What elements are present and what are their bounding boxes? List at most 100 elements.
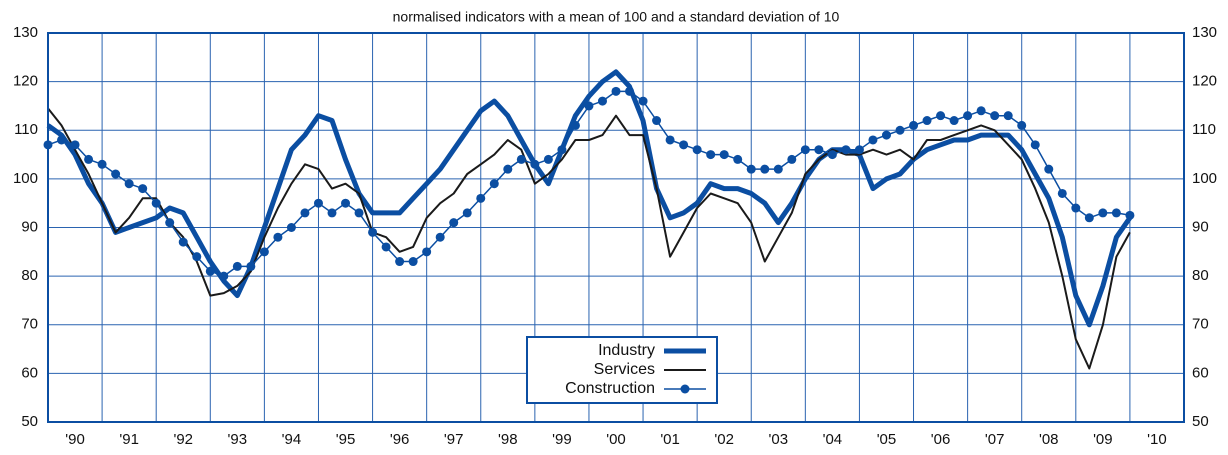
data-point <box>111 169 121 179</box>
x-tick-label: '01 <box>660 431 680 448</box>
x-tick-label: '05 <box>877 431 897 448</box>
data-point <box>706 150 716 160</box>
data-point <box>1057 188 1067 198</box>
data-point <box>422 247 432 257</box>
data-point <box>679 140 689 150</box>
data-point <box>841 145 851 155</box>
y-tick-label: 60 <box>21 364 38 381</box>
data-point <box>124 179 134 189</box>
data-point <box>368 227 378 237</box>
data-point <box>827 150 837 160</box>
data-point <box>625 86 635 96</box>
y2-tick-label: 50 <box>1192 413 1209 430</box>
plot-frame <box>47 32 1185 423</box>
data-point <box>963 111 973 121</box>
data-point <box>192 252 202 262</box>
data-point <box>949 116 959 126</box>
data-point <box>435 232 445 242</box>
y2-tick-label: 120 <box>1192 73 1217 90</box>
x-tick-label: '02 <box>714 431 734 448</box>
data-point <box>652 116 662 126</box>
data-point <box>219 271 229 281</box>
data-point <box>1071 203 1081 213</box>
y2-tick-label: 110 <box>1192 121 1216 138</box>
y2-tick-label: 130 <box>1192 24 1217 41</box>
data-point <box>854 145 864 155</box>
x-tick-label: '92 <box>173 431 193 448</box>
x-tick-label: '08 <box>1039 431 1059 448</box>
data-point <box>232 261 242 271</box>
y-tick-label: 100 <box>13 170 38 187</box>
data-point <box>922 116 932 126</box>
data-point <box>733 154 743 164</box>
data-point <box>692 145 702 155</box>
legend-label: Industry <box>598 342 655 359</box>
data-point <box>1111 208 1121 218</box>
data-point <box>273 232 283 242</box>
data-point <box>1084 213 1094 223</box>
x-tick-label: '04 <box>823 431 843 448</box>
data-point <box>990 111 1000 121</box>
y2-tick-label: 70 <box>1192 316 1209 333</box>
data-point <box>746 164 756 174</box>
legend-marker <box>680 384 690 394</box>
data-point <box>787 154 797 164</box>
y-tick-label: 50 <box>21 413 38 430</box>
x-tick-label: '90 <box>65 431 85 448</box>
x-tick-label: '00 <box>606 431 626 448</box>
y-tick-label: 80 <box>21 267 38 284</box>
data-point <box>97 159 107 169</box>
x-tick-label: '99 <box>552 431 572 448</box>
data-point <box>341 198 351 208</box>
data-point <box>489 179 499 189</box>
data-point <box>70 140 80 150</box>
data-point <box>543 154 553 164</box>
series-line <box>46 69 1132 328</box>
x-tick-label: '07 <box>985 431 1005 448</box>
data-point <box>381 242 391 252</box>
x-tick-label: '95 <box>336 431 356 448</box>
x-tick-label: '10 <box>1147 431 1167 448</box>
data-point <box>719 150 729 160</box>
data-point <box>1003 111 1013 121</box>
legend-label: Services <box>594 361 655 378</box>
data-point <box>881 130 891 140</box>
series-line <box>47 107 1131 370</box>
data-point <box>909 120 919 130</box>
data-point <box>584 101 594 111</box>
data-point <box>516 154 526 164</box>
x-tick-label: '93 <box>228 431 248 448</box>
data-point <box>936 111 946 121</box>
x-tick-label: '03 <box>769 431 789 448</box>
y-tick-label: 120 <box>13 73 38 90</box>
x-tick-label: '91 <box>119 431 139 448</box>
data-point <box>327 208 337 218</box>
legend: Industry Services Construction <box>526 336 718 404</box>
x-tick-label: '96 <box>390 431 410 448</box>
y2-tick-label: 90 <box>1192 218 1209 235</box>
x-tick-label: '94 <box>282 431 302 448</box>
data-point <box>408 257 418 267</box>
data-point <box>557 145 567 155</box>
data-point <box>638 96 648 106</box>
data-point <box>503 164 513 174</box>
data-point <box>395 257 405 267</box>
data-point <box>286 223 296 232</box>
x-tick-label: '06 <box>931 431 951 448</box>
y-tick-label: 70 <box>21 316 38 333</box>
data-point <box>259 247 269 257</box>
data-point <box>151 198 161 208</box>
data-point <box>760 164 770 174</box>
data-point <box>611 86 621 96</box>
data-point <box>246 261 256 271</box>
grid: 50 50 60 60 70 70 80 80 90 90 100 100 110 110 120 120 13… <box>13 24 1217 448</box>
data-point <box>449 218 459 228</box>
data-point <box>165 218 175 228</box>
data-point <box>1030 140 1040 150</box>
data-point <box>178 237 188 247</box>
y2-tick-label: 80 <box>1192 267 1209 284</box>
data-point <box>1098 208 1108 218</box>
data-point <box>773 164 783 174</box>
y2-tick-label: 60 <box>1192 364 1209 381</box>
data-point <box>1044 164 1054 174</box>
